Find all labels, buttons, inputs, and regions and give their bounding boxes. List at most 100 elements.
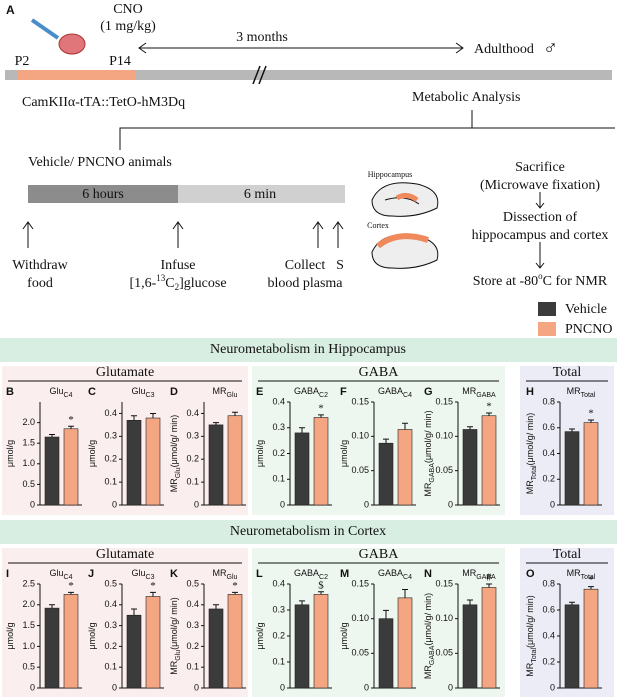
text-part: MR	[169, 478, 179, 492]
y-tick-label: 1.0	[22, 458, 35, 468]
bar	[208, 424, 224, 506]
panel-label: B	[6, 386, 14, 398]
y-tick-label: 0.4	[272, 396, 285, 406]
text-part: Total	[531, 465, 538, 480]
chart-title: GABAC2	[294, 386, 328, 398]
drug: CNO	[113, 2, 143, 17]
text-part: C4	[64, 392, 73, 399]
error-bar	[150, 591, 156, 597]
text-part: μmol/g	[87, 440, 97, 467]
chart-title: MRGlu	[213, 386, 238, 398]
error-bar	[213, 422, 219, 425]
panel-label: J	[88, 568, 94, 580]
chart-title: MRGABA	[462, 568, 496, 580]
y-tick-label: 2.0	[22, 417, 35, 427]
error-bar	[467, 599, 473, 605]
text-part: Glu	[50, 386, 64, 396]
bar	[63, 428, 79, 506]
phase-bar	[178, 185, 345, 203]
error-bar	[402, 422, 408, 430]
error-bar	[318, 591, 324, 595]
bar	[564, 604, 580, 689]
y-tick-label: 0.6	[542, 604, 555, 614]
y-tick-label: 0	[448, 682, 453, 692]
bar	[44, 436, 60, 506]
y-tick-label: 0.15	[435, 396, 453, 406]
y-tick-label: 0.3	[272, 604, 285, 614]
error-bar	[383, 609, 389, 619]
y-tick-label: 0.10	[351, 613, 369, 623]
phase-label: 6 min	[244, 187, 276, 202]
y-tick-label: 0.1	[186, 662, 199, 672]
duration: 3 months	[236, 30, 288, 45]
legend-swatch	[538, 302, 556, 316]
text-part: GABA	[476, 392, 496, 399]
step: Store at -80oC for NMR	[473, 271, 608, 289]
significance: *	[588, 408, 594, 420]
y-tick-label: 0.2	[272, 630, 285, 640]
dose: (1 mg/kg)	[100, 19, 156, 34]
bar	[227, 594, 243, 689]
t: C for NMR	[543, 274, 608, 289]
text-part: MR	[462, 568, 476, 578]
error-bar	[49, 434, 55, 438]
bar	[378, 618, 394, 689]
bar	[227, 415, 243, 506]
bar	[126, 614, 142, 689]
error-bar	[569, 601, 575, 605]
cortex-highlight	[376, 233, 429, 249]
panel-label: H	[526, 386, 534, 398]
text-part: GABA	[429, 463, 436, 483]
y-tick-label: 0.05	[351, 465, 369, 475]
y-tick-label: 0	[194, 499, 199, 509]
bar	[126, 420, 142, 506]
y-tick-label: 0.4	[104, 408, 117, 418]
y-tick-label: 0.10	[435, 613, 453, 623]
error-bar	[402, 589, 408, 598]
text-part: (μmol/g/ min)	[169, 597, 179, 650]
schematic	[5, 18, 615, 269]
y-tick-label: 0	[30, 682, 35, 692]
panel-label: N	[424, 568, 432, 580]
y-tick-label: 0	[550, 499, 555, 509]
bracket	[119, 127, 615, 150]
brain-label: Hippocampus	[368, 170, 412, 179]
y-axis-label: MRTotal(μmol/g/ min)	[525, 595, 537, 677]
y-tick-label: 0.1	[104, 662, 117, 672]
event: Infuse	[161, 258, 196, 273]
error-bar	[49, 604, 55, 609]
chart-title: MRTotal	[567, 568, 596, 580]
y-tick-label: 0.4	[542, 448, 555, 458]
bar	[145, 417, 161, 506]
step: Sacrifice	[515, 160, 565, 175]
y-axis-label: μmol/g	[339, 440, 349, 467]
mouse-icon	[58, 33, 86, 55]
y-tick-label: 0	[194, 682, 199, 692]
panel-label: A	[6, 3, 15, 17]
text-part: μmol/g	[339, 622, 349, 649]
text-part: μmol/g	[255, 622, 265, 649]
y-axis-label: μmol/g	[5, 622, 15, 649]
y-tick-label: 0	[30, 499, 35, 509]
y-tick-label: 0.2	[186, 641, 199, 651]
error-bar	[131, 415, 137, 421]
text-part: Glu	[50, 568, 64, 578]
text-part: C4	[403, 392, 412, 399]
event: food	[27, 276, 53, 291]
y-tick-label: 0.1	[272, 656, 285, 666]
legend-label: PNCNO	[565, 322, 612, 337]
y-axis-label: μmol/g	[5, 440, 15, 467]
event: [1,6-13C2]glucose	[129, 273, 226, 292]
y-axis-label: μmol/g	[339, 622, 349, 649]
genotype: CamKIIα-tTA::TetO-hM3Dq	[22, 95, 185, 110]
y-tick-label: 0.8	[542, 578, 555, 588]
text-part: GABA	[476, 574, 496, 581]
treatment-window	[18, 70, 135, 80]
y-tick-label: 0.15	[351, 578, 369, 588]
bar	[313, 594, 329, 689]
age-label: P14	[109, 54, 131, 69]
group-title: GABA	[359, 365, 400, 380]
t: 13	[156, 273, 166, 283]
error-bar	[318, 414, 324, 418]
chart-title: MRTotal	[567, 386, 596, 398]
